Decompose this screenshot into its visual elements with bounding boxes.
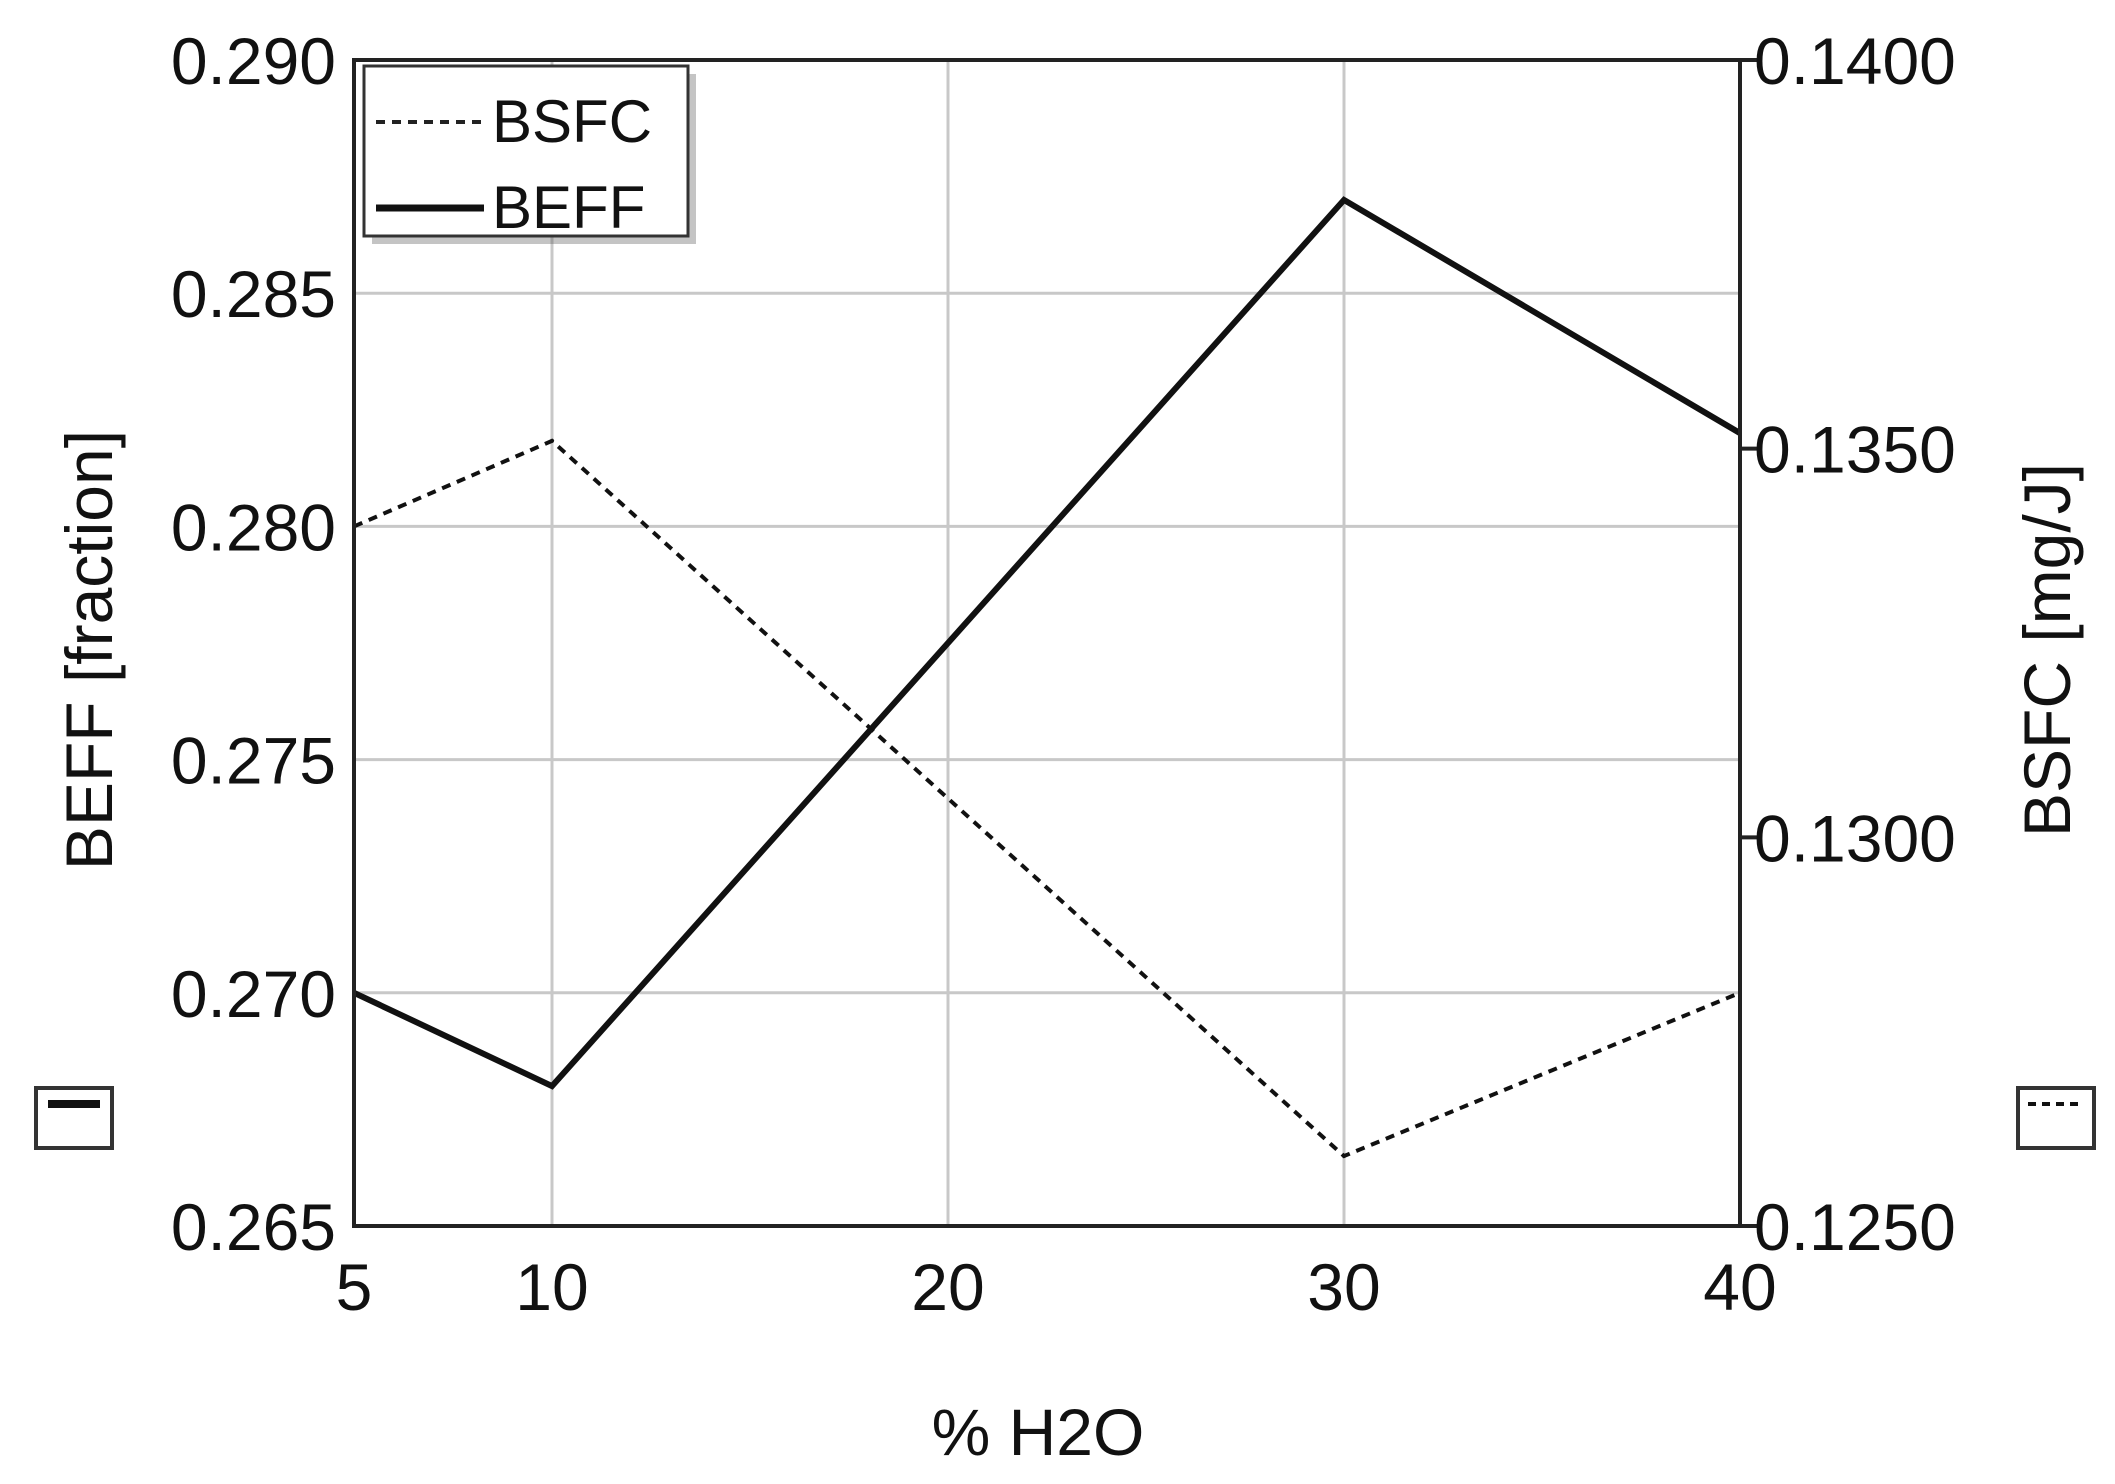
data-point-bsfc [550,438,554,443]
ticks: 5 10 20 30 40 0.265 0.270 0.275 0.280 0.285 0.290 0… [171,24,1956,1324]
y-left-tick-label: 0.275 [171,724,336,798]
y-right-tick-label: 0.1300 [1754,801,1956,875]
y-left-tick-label: 0.280 [171,490,336,564]
y-left-tick-label: 0.285 [171,257,336,331]
data-point-bsfc [1342,1154,1346,1159]
right-axis-series-indicator [2016,1086,2096,1150]
x-tick-label: 5 [336,1250,373,1324]
y-right-axis-title: BSFC [mg/J] [2010,463,2084,837]
series-layer [352,196,1742,1159]
x-tick-label: 40 [1703,1250,1776,1324]
y-right-tick-label: 0.1400 [1754,24,1956,98]
y-right-tick-label: 0.1250 [1754,1190,1956,1264]
x-tick-label: 20 [911,1250,984,1324]
series-line-bsfc [353,438,1741,1159]
plot-frame [352,58,1742,1228]
x-tick-label: 30 [1307,1250,1380,1324]
y-left-tick-label: 0.290 [171,24,336,98]
y-left-axis-title: BEFF [fraction] [52,430,126,870]
y-right-tick-label: 0.1350 [1754,413,1956,487]
series-line-beff [352,196,1742,1090]
x-axis-title: % H2O [932,1395,1145,1469]
legend-label-beff: BEFF [492,174,645,241]
legend-label-bsfc: BSFC [492,88,652,155]
y-left-tick-label: 0.270 [171,957,336,1031]
data-point-beff [1342,197,1346,202]
legend: BSFC BEFF [362,64,696,244]
data-point-beff [550,1084,554,1089]
left-axis-series-indicator [34,1086,114,1150]
x-tick-label: 10 [515,1250,588,1324]
y-left-tick-label: 0.265 [171,1190,336,1264]
